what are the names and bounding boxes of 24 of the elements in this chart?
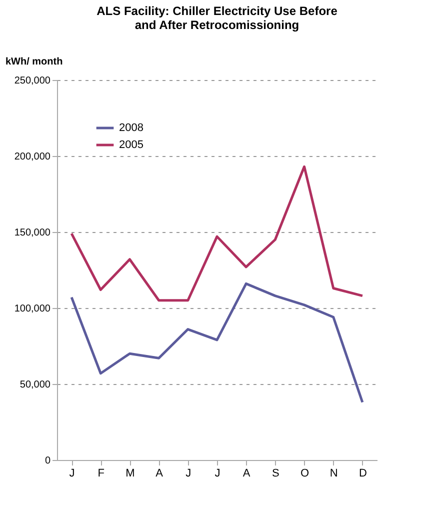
x-tick-label: J bbox=[186, 468, 192, 480]
y-tick-label: 50,000 bbox=[20, 380, 51, 390]
y-tick-label: 250,000 bbox=[14, 76, 51, 86]
line-series bbox=[70, 165, 364, 302]
x-tick-label: A bbox=[156, 468, 164, 480]
x-tick-label: M bbox=[126, 468, 135, 480]
x-tick-label: D bbox=[358, 468, 367, 480]
y-axis-title: kWh/ month bbox=[6, 56, 63, 68]
y-tick-label: 100,000 bbox=[14, 304, 51, 314]
y-tick-label: 0 bbox=[44, 456, 51, 466]
line-series bbox=[70, 282, 364, 404]
text: and After Retrocomissioning bbox=[134, 18, 300, 32]
y-tick-label: 200,000 bbox=[14, 152, 51, 162]
x-tick-label: J bbox=[214, 468, 220, 480]
x-tick-label: N bbox=[330, 468, 338, 480]
x-tick-label: J bbox=[69, 468, 75, 480]
text: ALS Facility: Chiller Electricity Use Before bbox=[96, 4, 338, 18]
legend-label: 2008 bbox=[119, 122, 144, 134]
legend-label: 2005 bbox=[119, 139, 144, 151]
x-tick-label: A bbox=[242, 468, 251, 480]
x-tick-label: S bbox=[272, 468, 280, 480]
x-tick-label: O bbox=[300, 468, 310, 480]
y-tick-label: 150,000 bbox=[14, 228, 51, 238]
x-tick-label: F bbox=[98, 468, 105, 480]
